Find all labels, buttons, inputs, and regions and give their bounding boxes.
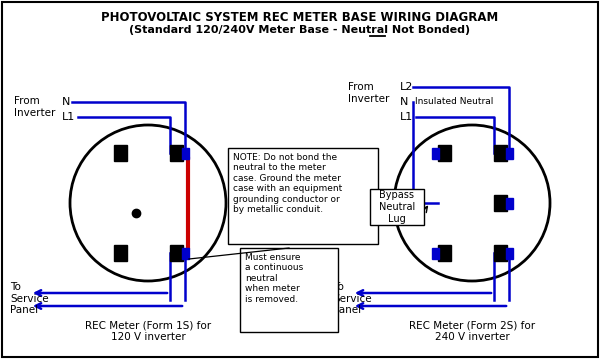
Text: L1: L1 [400,112,413,122]
Bar [182,148,188,159]
Circle shape [70,125,226,281]
Bar [370,189,424,225]
Text: REC Meter (Form 2S) for
240 V inverter: REC Meter (Form 2S) for 240 V inverter [409,320,535,342]
Bar [182,247,188,258]
Text: L1: L1 [62,112,75,122]
Bar [170,245,182,261]
Text: REC Meter (Form 1S) for
120 V inverter: REC Meter (Form 1S) for 120 V inverter [85,320,211,342]
Bar [505,247,512,258]
Text: PHOTOVOLTAIC SYSTEM REC METER BASE WIRING DIAGRAM: PHOTOVOLTAIC SYSTEM REC METER BASE WIRIN… [101,11,499,24]
Text: Insulated Neutral: Insulated Neutral [415,97,493,106]
Bar [113,245,127,261]
Text: From
Inverter: From Inverter [14,96,55,118]
Text: N: N [400,97,409,107]
Bar [493,195,506,211]
Bar [437,145,451,161]
Text: (Standard 120/240V Meter Base - Neutral Not Bonded): (Standard 120/240V Meter Base - Neutral … [130,25,470,35]
Bar [228,148,378,244]
Bar [113,145,127,161]
Text: To
Service
Panel: To Service Panel [333,282,371,315]
Bar [505,148,512,159]
Text: L2: L2 [400,82,413,92]
Bar [431,148,439,159]
Text: To
Service
Panel: To Service Panel [10,282,49,315]
Bar [431,247,439,258]
Bar [493,245,506,261]
Text: Must ensure
a continuous
neutral
when meter
is removed.: Must ensure a continuous neutral when me… [245,253,303,304]
Text: N: N [62,97,70,107]
Circle shape [394,125,550,281]
Bar [170,145,182,161]
Bar [240,248,338,332]
Bar [437,245,451,261]
Text: From
Inverter: From Inverter [348,82,389,104]
Bar [505,197,512,209]
Text: NOTE: Do not bond the
neutral to the meter
case. Ground the meter
case with an e: NOTE: Do not bond the neutral to the met… [233,153,342,214]
Text: Bypass
Neutral
Lug: Bypass Neutral Lug [379,190,415,224]
Bar [493,145,506,161]
